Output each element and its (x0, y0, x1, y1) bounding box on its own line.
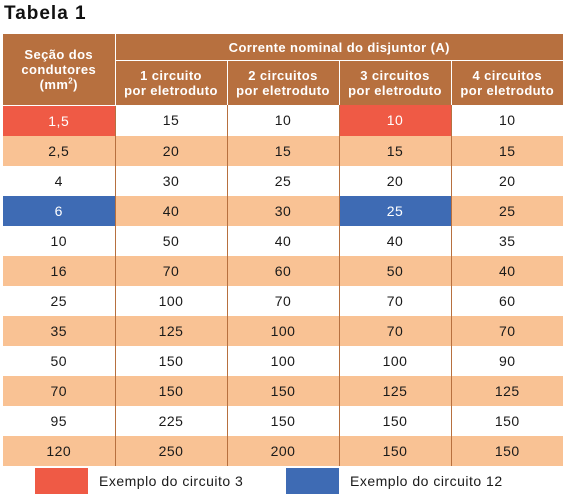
current-cell: 50 (338, 255, 451, 286)
section-cell: 6 (3, 195, 115, 226)
table-row: 35 125 100 70 70 (3, 315, 564, 346)
current-cell: 20 (114, 135, 227, 166)
section-cell: 35 (3, 315, 115, 346)
legend: Exemplo do circuito 3 Exemplo do circuit… (0, 467, 567, 495)
current-cell: 150 (226, 375, 339, 406)
current-cell: 35 (450, 225, 564, 256)
column-header: 3 circuitos por eletroduto (338, 60, 451, 105)
table-row: 2,5 20 15 15 15 (3, 135, 564, 166)
current-cell: 25 (338, 195, 451, 226)
current-cell: 70 (338, 285, 451, 316)
current-cell: 90 (450, 345, 564, 376)
current-cell: 20 (450, 165, 564, 196)
section-cell: 2,5 (3, 135, 115, 166)
current-cell: 100 (114, 285, 227, 316)
current-cell: 15 (338, 135, 451, 166)
section-cell: 4 (3, 165, 115, 196)
table-row: 95 225 150 150 150 (3, 405, 564, 436)
column-header: 4 circuitos por eletroduto (450, 60, 564, 105)
table-title: Tabela 1 (4, 3, 87, 24)
section-cell: 95 (3, 405, 115, 436)
current-cell: 15 (450, 135, 564, 166)
section-cell: 120 (3, 435, 115, 466)
section-cell: 25 (3, 285, 115, 316)
current-cell: 60 (450, 285, 564, 316)
current-cell: 200 (226, 435, 339, 466)
section-header: Seção dos condutores (mm2) (3, 34, 116, 106)
current-cell: 150 (226, 405, 339, 436)
current-cell: 40 (226, 225, 339, 256)
breaker-table: Seção dos condutores (mm2) Corrente nomi… (3, 34, 564, 466)
table-row: 120 250 200 150 150 (3, 435, 564, 466)
current-cell: 150 (114, 345, 227, 376)
section-header-unit: (mm2) (39, 76, 78, 92)
column-header: 2 circuitos por eletroduto (226, 60, 339, 105)
current-cell: 150 (114, 375, 227, 406)
section-cell: 10 (3, 225, 115, 256)
group-header: Corrente nominal do disjuntor (A) (115, 34, 564, 61)
legend-item-circuit-12: Exemplo do circuito 12 (286, 467, 503, 495)
current-cell: 70 (450, 315, 564, 346)
legend-swatch-red (35, 468, 88, 494)
current-cell: 50 (114, 225, 227, 256)
current-cell: 150 (450, 435, 564, 466)
current-cell: 125 (338, 375, 451, 406)
section-cell: 1,5 (3, 105, 115, 136)
current-cell: 125 (114, 315, 227, 346)
current-cell: 30 (226, 195, 339, 226)
current-cell: 100 (226, 345, 339, 376)
current-cell: 150 (338, 435, 451, 466)
current-cell: 100 (338, 345, 451, 376)
current-cell: 10 (338, 105, 451, 136)
current-cell: 60 (226, 255, 339, 286)
current-cell: 225 (114, 405, 227, 436)
current-cell: 40 (114, 195, 227, 226)
legend-label: Exemplo do circuito 3 (99, 473, 244, 489)
current-cell: 10 (226, 105, 339, 136)
current-cell: 25 (226, 165, 339, 196)
table-row: 10 50 40 40 35 (3, 225, 564, 256)
legend-swatch-blue (286, 468, 339, 494)
legend-item-circuit-3: Exemplo do circuito 3 (35, 467, 243, 495)
section-cell: 16 (3, 255, 115, 286)
column-header: 1 circuito por eletroduto (114, 60, 227, 105)
current-cell: 125 (450, 375, 564, 406)
table-row: 25 100 70 70 60 (3, 285, 564, 316)
current-cell: 70 (338, 315, 451, 346)
table-row: 16 70 60 50 40 (3, 255, 564, 286)
current-cell: 70 (114, 255, 227, 286)
current-cell: 40 (450, 255, 564, 286)
current-cell: 10 (450, 105, 564, 136)
section-cell: 50 (3, 345, 115, 376)
current-cell: 70 (226, 285, 339, 316)
current-cell: 40 (338, 225, 451, 256)
table-row: 1,5 15 10 10 10 (3, 105, 564, 136)
current-cell: 100 (226, 315, 339, 346)
current-cell: 150 (450, 405, 564, 436)
current-cell: 15 (226, 135, 339, 166)
section-header-line1: Seção dos (24, 46, 94, 62)
current-cell: 15 (114, 105, 227, 136)
table-row: 50 150 100 100 90 (3, 345, 564, 376)
section-cell: 70 (3, 375, 115, 406)
table-row: 6 40 30 25 25 (3, 195, 564, 226)
current-cell: 30 (114, 165, 227, 196)
table-row: 70 150 150 125 125 (3, 375, 564, 406)
current-cell: 25 (450, 195, 564, 226)
table-body: 1,5 15 10 10 10 2,5 20 15 15 15 4 30 25 20 20 6 40 30 25 25… (3, 105, 564, 466)
current-cell: 150 (338, 405, 451, 436)
table-row: 4 30 25 20 20 (3, 165, 564, 196)
current-cell: 20 (338, 165, 451, 196)
current-cell: 250 (114, 435, 227, 466)
legend-label: Exemplo do circuito 12 (350, 473, 503, 489)
section-header-line2: condutores (21, 61, 97, 77)
